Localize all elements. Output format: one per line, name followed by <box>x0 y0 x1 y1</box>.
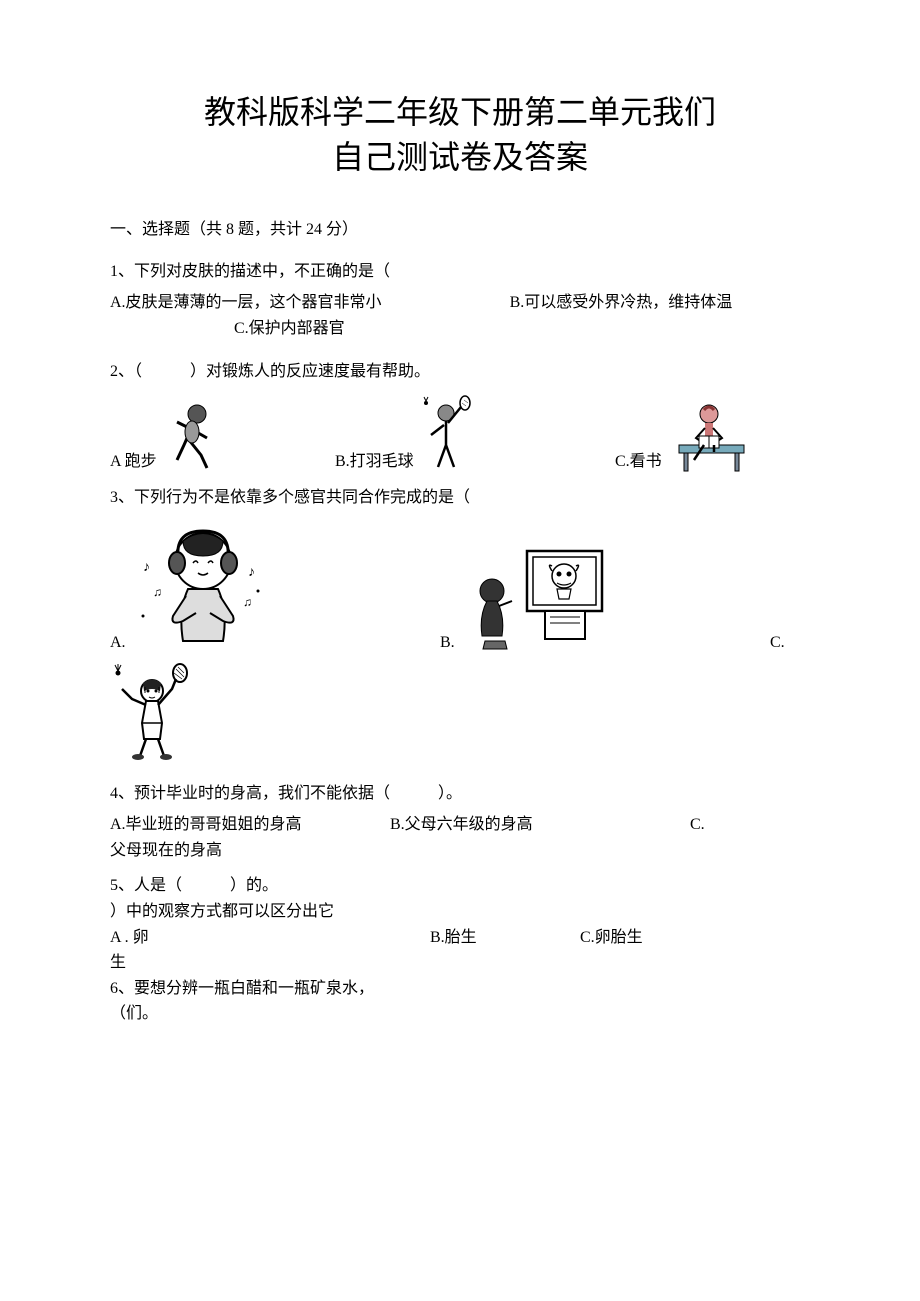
q1-option-a: A.皮肤是薄薄的一层，这个器官非常小 <box>110 294 382 311</box>
q4-option-c-continued: 父母现在的身高 <box>110 838 810 864</box>
q5-left-column: 5、人是（ ）的。 ）中的观察方式都可以区分出它 A . 卵 生 6、要想分辨一… <box>110 873 430 1027</box>
q1-option-c: C.保护内部器官 <box>234 320 345 337</box>
q3-option-a-label: A. <box>110 630 126 656</box>
q3-option-a-container: A. ♪ ♫ ♪ ♫ <box>110 521 440 656</box>
q2-options: A 跑步 B.打羽毛球 <box>110 395 810 475</box>
reading-icon <box>664 400 754 475</box>
question-4: 4、预计毕业时的身高，我们不能依据（ ）。 A.毕业班的哥哥姐姐的身高 B.父母… <box>110 781 810 864</box>
q4-option-c: C. <box>690 812 810 838</box>
q1-option-b: B.可以感受外界冷热，维持体温 <box>510 294 733 311</box>
q6-text: 6、要想分辨一瓶白醋和一瓶矿泉水， <box>110 976 430 1002</box>
title-line-1: 教科版科学二年级下册第二单元我们 <box>204 94 716 130</box>
q3-option-b-container: B. <box>440 541 770 656</box>
q2-option-b-container: B.打羽毛球 <box>335 395 615 475</box>
q1-text: 1、下列对皮肤的描述中，不正确的是（ <box>110 259 810 285</box>
q5-option-a-suffix: 生 <box>110 950 430 976</box>
svg-text:♫: ♫ <box>243 595 252 609</box>
q4-options: A.毕业班的哥哥姐姐的身高 B.父母六年级的身高 C. <box>110 812 810 838</box>
q3-text: 3、下列行为不是依靠多个感官共同合作完成的是（ <box>110 485 810 511</box>
svg-text:♪: ♪ <box>143 560 150 575</box>
watching-tv-icon <box>457 541 607 656</box>
q3-option-c-label: C. <box>770 630 785 656</box>
svg-text:♫: ♫ <box>153 585 162 599</box>
question-1: 1、下列对皮肤的描述中，不正确的是（ A.皮肤是薄薄的一层，这个器官非常小 B.… <box>110 259 810 342</box>
q6-text-2: （们。 <box>110 1001 430 1027</box>
q5-option-a: A . 卵 <box>110 925 430 951</box>
question-2: 2、（ ）对锻炼人的反应速度最有帮助。 A 跑步 B.打羽毛球 <box>110 359 810 475</box>
q5-mid-column: B.胎生 <box>430 873 580 1027</box>
q5-right-column: C.卵胎生 <box>580 873 810 1027</box>
q4-option-b: B.父母六年级的身高 <box>390 812 690 838</box>
playing-badminton-icon <box>110 661 195 761</box>
section-1-header: 一、选择题（共 8 题，共计 24 分） <box>110 215 810 239</box>
listening-music-icon: ♪ ♫ ♪ ♫ <box>128 521 273 656</box>
q5-text-wrap: ）中的观察方式都可以区分出它 <box>110 899 430 925</box>
question-5: 5、人是（ ）的。 ）中的观察方式都可以区分出它 A . 卵 生 6、要想分辨一… <box>110 873 810 1027</box>
q3-option-b-label: B. <box>440 630 455 656</box>
q3-options-row1: A. ♪ ♫ ♪ ♫ <box>110 521 810 656</box>
q2-option-b-label: B.打羽毛球 <box>335 449 414 475</box>
q4-option-a: A.毕业班的哥哥姐姐的身高 <box>110 812 390 838</box>
q1-options: A.皮肤是薄薄的一层，这个器官非常小 B.可以感受外界冷热，维持体温 C.保护内… <box>110 290 810 341</box>
q2-option-a-label: A 跑步 <box>110 449 157 475</box>
q3-option-c-image <box>110 661 810 761</box>
q2-text: 2、（ ）对锻炼人的反应速度最有帮助。 <box>110 359 810 385</box>
svg-text:♪: ♪ <box>248 565 255 580</box>
q5-text: 5、人是（ ）的。 <box>110 873 430 899</box>
q2-option-a-container: A 跑步 <box>110 400 335 475</box>
page-title: 教科版科学二年级下册第二单元我们 自己测试卷及答案 <box>110 90 810 180</box>
q2-option-c-container: C.看书 <box>615 400 810 475</box>
title-line-2: 自己测试卷及答案 <box>332 139 588 175</box>
q5-option-b: B.胎生 <box>430 925 580 951</box>
q4-text: 4、预计毕业时的身高，我们不能依据（ ）。 <box>110 781 810 807</box>
q5-option-c: C.卵胎生 <box>580 925 810 951</box>
running-icon <box>159 400 229 475</box>
q3-option-c-container: C. <box>770 630 810 656</box>
question-3: 3、下列行为不是依靠多个感官共同合作完成的是（ A. ♪ ♫ <box>110 485 810 761</box>
q2-option-c-label: C.看书 <box>615 449 662 475</box>
badminton-icon <box>416 395 481 475</box>
